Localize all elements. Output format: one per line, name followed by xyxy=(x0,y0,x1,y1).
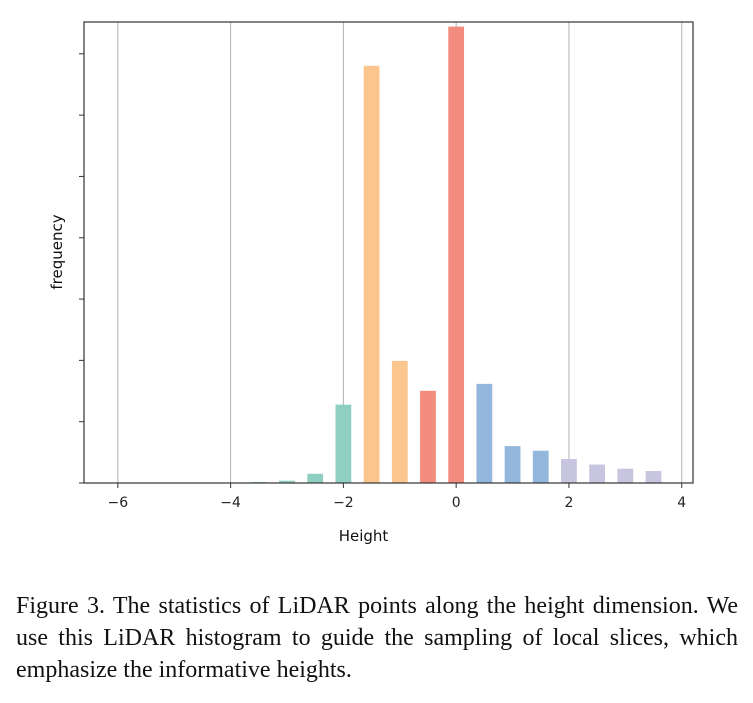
bar xyxy=(279,480,295,483)
bar xyxy=(448,26,465,484)
bars xyxy=(250,26,662,484)
bar xyxy=(532,450,549,483)
x-tick-label: 2 xyxy=(564,495,573,511)
bar xyxy=(335,404,352,483)
x-tick-label: −2 xyxy=(333,495,354,511)
bar xyxy=(307,473,324,483)
x-tick-label: −4 xyxy=(220,495,241,511)
plot-frame xyxy=(83,21,694,484)
x-tick-label: −6 xyxy=(108,495,129,511)
bar xyxy=(476,383,493,483)
bar xyxy=(617,468,634,483)
x-axis-label: Height xyxy=(339,527,389,545)
x-tick-label: 4 xyxy=(677,495,686,511)
bar xyxy=(645,471,662,483)
figure-caption: Figure 3. The statistics of LiDAR points… xyxy=(16,593,738,683)
x-ticks: −6 −4 −2 0 2 4 xyxy=(108,483,686,511)
chart: −6 −4 −2 0 2 4 Height frequency xyxy=(48,21,694,545)
bar xyxy=(363,65,380,484)
bar xyxy=(391,360,408,483)
y-ticks xyxy=(79,53,84,484)
bar xyxy=(420,390,436,483)
bar xyxy=(504,446,521,483)
bar xyxy=(561,459,577,483)
bar xyxy=(589,464,606,483)
y-axis-label: frequency xyxy=(48,214,66,289)
x-tick-label: 0 xyxy=(452,495,461,511)
